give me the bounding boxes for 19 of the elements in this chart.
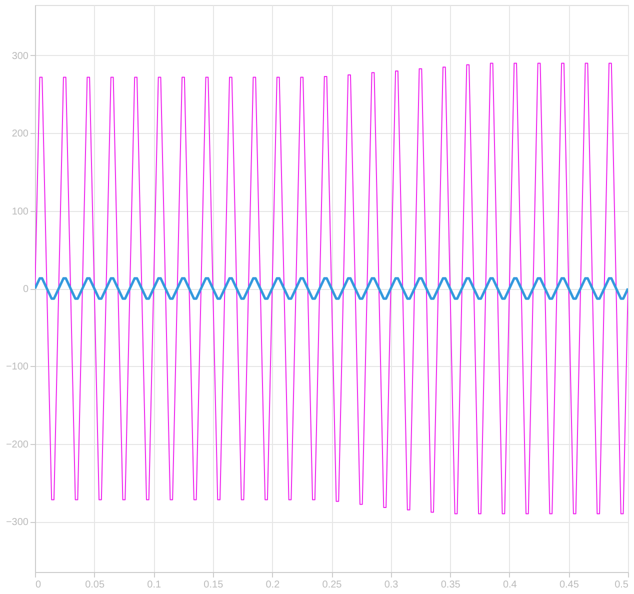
x-tick-label: 0.35 [440, 580, 461, 590]
y-tick-label: −100 [6, 362, 29, 373]
x-tick-label: 0.1 [147, 580, 162, 590]
x-tick-label: 0.45 [559, 580, 580, 590]
x-tick-label: 0.4 [502, 580, 518, 590]
x-tick-label: 0.2 [266, 580, 280, 590]
y-tick-label: 300 [12, 50, 29, 62]
y-tick-label: 100 [12, 206, 29, 218]
x-tick-label: 0.3 [384, 580, 399, 590]
x-tick-label: 0.15 [204, 580, 224, 590]
x-tick-label: 0.05 [85, 580, 105, 590]
x-tick-label: 0.5 [614, 580, 629, 590]
x-tick-label: 0.25 [322, 580, 342, 590]
y-tick-label: −200 [6, 439, 29, 450]
y-tick-label: 200 [12, 128, 29, 140]
x-tick-label: 0 [36, 580, 42, 590]
y-tick-label: 0 [22, 284, 29, 295]
line-series [35, 62, 628, 514]
y-tick-label: −300 [6, 517, 29, 528]
